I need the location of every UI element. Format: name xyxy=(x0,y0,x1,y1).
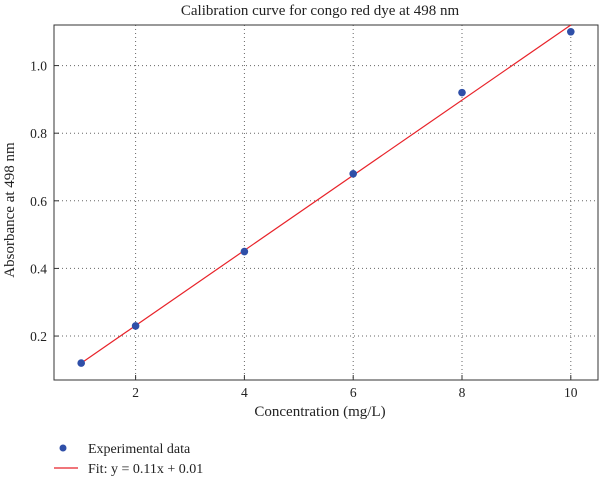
x-tick-label: 10 xyxy=(564,385,578,400)
legend-label-experimental-data: Experimental data xyxy=(88,442,191,457)
chart-title: Calibration curve for congo red dye at 4… xyxy=(181,3,460,19)
x-tick-label: 4 xyxy=(241,385,248,400)
plot-frame xyxy=(53,24,599,381)
grid xyxy=(54,25,598,380)
y-tick-label: 0.4 xyxy=(30,261,47,276)
data-point xyxy=(240,247,249,256)
legend-marker-experimental-data xyxy=(59,444,67,452)
data-point xyxy=(349,169,358,178)
series-layer xyxy=(77,24,575,367)
y-tick-label: 0.2 xyxy=(30,329,47,344)
y-tick-label: 0.6 xyxy=(30,194,47,209)
axis-ticks: 2 4 6 8 10 0.2 0.4 0.6 0.8 1.0 xyxy=(30,59,578,400)
data-point xyxy=(77,359,85,367)
x-tick-label: 6 xyxy=(350,385,357,400)
x-axis-label: Concentration (mg/L) xyxy=(254,404,385,420)
legend: Experimental data Fit: y = 0.11x + 0.01 xyxy=(54,442,203,477)
x-tick-label: 2 xyxy=(132,385,139,400)
x-tick-label: 8 xyxy=(459,385,466,400)
y-tick-label: 0.8 xyxy=(30,126,47,141)
data-point xyxy=(458,88,466,97)
fit-line xyxy=(80,24,572,364)
data-point xyxy=(131,322,140,330)
y-axis-label: Absorbance at 498 nm xyxy=(2,142,18,278)
data-point xyxy=(567,27,575,36)
y-tick-label: 1.0 xyxy=(30,59,47,74)
legend-label-fit-line: Fit: y = 0.11x + 0.01 xyxy=(88,462,203,477)
